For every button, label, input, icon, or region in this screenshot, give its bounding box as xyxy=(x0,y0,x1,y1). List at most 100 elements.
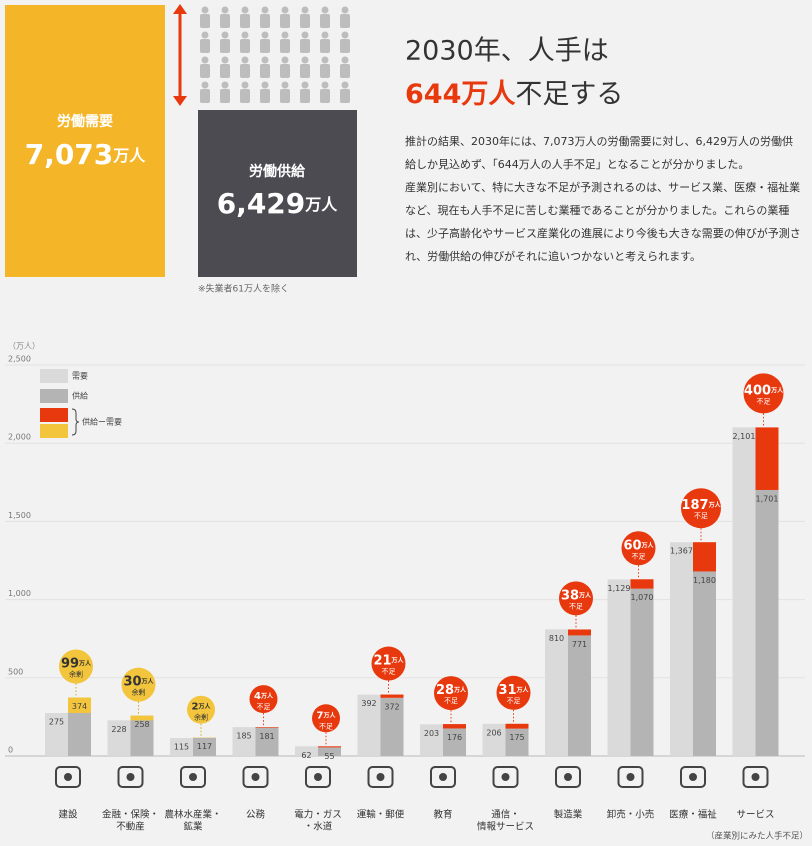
person-head xyxy=(201,6,209,14)
headline-line2: 644万人不足する xyxy=(405,79,623,110)
person-body xyxy=(260,89,270,103)
gap-bubble xyxy=(371,646,406,681)
gap-unit: 万人 xyxy=(516,685,530,693)
legend-swatch xyxy=(40,424,68,438)
legend-swatch xyxy=(40,408,68,422)
person-head xyxy=(341,31,349,39)
gap-note: 不足 xyxy=(319,722,333,730)
demand-value-label: 1,367 xyxy=(670,547,693,556)
demand-bar xyxy=(107,720,131,756)
person-body xyxy=(220,64,230,78)
demand-bar xyxy=(607,579,631,756)
category-icon-dot xyxy=(501,773,510,781)
category-label: 金融・保険・ xyxy=(102,809,159,821)
gap-bubble xyxy=(681,488,721,529)
category-icon xyxy=(180,766,206,788)
person-head xyxy=(281,56,289,64)
gap-bubble-value: 2万人 xyxy=(192,702,212,713)
category-icon-dot xyxy=(626,773,635,781)
category-icon xyxy=(305,766,331,788)
person-head xyxy=(321,81,329,89)
demand-value-label: 392 xyxy=(361,699,376,708)
person-body xyxy=(280,89,290,103)
supply-bar xyxy=(130,715,154,756)
gap-segment xyxy=(568,629,591,636)
gap-bubble xyxy=(59,649,93,684)
person-body xyxy=(240,39,250,53)
person-head xyxy=(341,6,349,14)
person-head xyxy=(241,6,249,14)
legend-swatch xyxy=(40,369,68,383)
person-head xyxy=(281,81,289,89)
supply-bar xyxy=(568,635,591,756)
person-body xyxy=(200,14,210,28)
category-icon-dot xyxy=(376,773,385,781)
person-head xyxy=(301,56,309,64)
supply-value-label: 374 xyxy=(72,702,87,711)
source: （産業別にみた人手不足） xyxy=(706,831,808,842)
gap-number: 30 xyxy=(123,674,141,689)
person-head xyxy=(261,56,269,64)
person-body xyxy=(240,89,250,103)
y-tick-label: 500 xyxy=(8,667,23,676)
demand-bar xyxy=(420,724,443,756)
supply-value-label: 55 xyxy=(324,752,334,761)
category-label: 通信・ xyxy=(491,809,520,821)
y-tick-label: 0 xyxy=(8,746,13,755)
demand-bar xyxy=(482,723,506,756)
demand-value-label: 228 xyxy=(111,725,126,734)
gap-segment xyxy=(318,746,341,748)
gap-bubble xyxy=(559,581,593,616)
person-body xyxy=(260,14,270,28)
gap-segment xyxy=(505,723,529,729)
gap-bubble-value: 31万人 xyxy=(498,682,529,697)
demand-box xyxy=(5,5,165,277)
supply-label: 労働供給 xyxy=(249,163,306,180)
chart: （万人）05001,0001,5002,0002,500需要供給供給ー需要275… xyxy=(5,342,808,842)
person-body xyxy=(320,14,330,28)
gap-segment xyxy=(443,724,466,729)
note: ※失業者61万人を除く xyxy=(198,283,289,295)
person-head xyxy=(341,56,349,64)
headline-highlight: 644万人 xyxy=(405,79,515,110)
demand-bar xyxy=(295,746,318,756)
category-icon xyxy=(555,766,581,788)
gap-bubble-value: 28万人 xyxy=(436,683,467,698)
gap-note: 余剰 xyxy=(132,688,146,697)
gap-bubble xyxy=(743,373,784,414)
supply-value-label: 1,701 xyxy=(756,494,779,503)
supply-value-label: 771 xyxy=(572,640,587,649)
gap-unit: 万人 xyxy=(453,686,467,694)
gap-bubble-value: 38万人 xyxy=(561,588,592,603)
category-icon-dot xyxy=(126,773,135,781)
person-body xyxy=(320,64,330,78)
gap-bubble-value: 60万人 xyxy=(623,538,654,553)
person-body xyxy=(340,89,350,103)
person-head xyxy=(201,56,209,64)
demand-bar xyxy=(670,542,693,756)
category-label: 建設 xyxy=(58,809,78,821)
person-head xyxy=(261,6,269,14)
category-icon-dot xyxy=(751,773,760,781)
gap-bubble xyxy=(434,676,468,711)
headline-line1: 2030年、人手は xyxy=(405,36,609,67)
gap-bubble-value: 21万人 xyxy=(373,653,404,668)
gap-unit: 万人 xyxy=(141,677,155,685)
gap-unit: 万人 xyxy=(641,541,655,549)
category-icon xyxy=(492,766,519,788)
supply-bar xyxy=(380,697,404,756)
gap-segment xyxy=(68,697,91,713)
person-body xyxy=(240,64,250,78)
gap-arrow xyxy=(173,4,187,106)
person-head xyxy=(221,56,229,64)
gap-note: 不足 xyxy=(507,697,521,705)
person-body xyxy=(300,89,310,103)
gap-unit: 万人 xyxy=(770,386,784,394)
category-icon-dot xyxy=(689,773,697,781)
person-body xyxy=(300,14,310,28)
gap-note: 不足 xyxy=(444,697,458,705)
gap-unit: 万人 xyxy=(197,702,211,710)
supply-value: 6,429万人 xyxy=(217,187,339,220)
paragraph: 産業別において、特に大きな不足が予測されるのは、サービス業、医療・福祉業など、現… xyxy=(405,181,801,263)
